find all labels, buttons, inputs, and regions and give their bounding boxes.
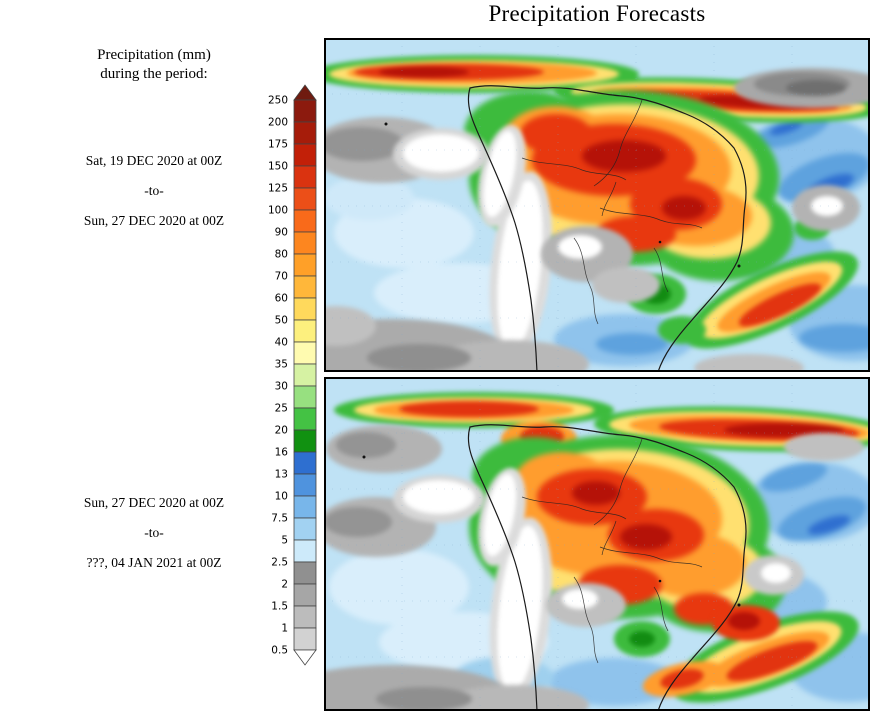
colorbar-top-arrow xyxy=(293,84,317,101)
colorbar-cell-150-175 xyxy=(293,143,317,167)
colorbar-cell-50-60 xyxy=(293,297,317,321)
colorbar-label: 2 xyxy=(281,579,288,591)
colorbar-label: 200 xyxy=(268,117,288,129)
map-border xyxy=(324,377,870,711)
colorbar-label: 175 xyxy=(268,139,288,151)
colorbar-label: 10 xyxy=(275,491,288,503)
graticule xyxy=(324,377,870,711)
colorbar-labels: 2502001751501251009080706050403530252016… xyxy=(268,95,288,657)
colorbar-cell-70-80 xyxy=(293,253,317,277)
colorbar: 2502001751501251009080706050403530252016… xyxy=(268,84,317,666)
legend-heading-line2: during the period: xyxy=(100,66,208,82)
colorbar-label: 2.5 xyxy=(271,557,288,569)
colorbar-cell-25-30 xyxy=(293,385,317,409)
colorbar-label: 250 xyxy=(268,95,288,107)
colorbar-cell-125-150 xyxy=(293,165,317,189)
colorbar-label: 13 xyxy=(275,469,288,481)
colorbar-label: 16 xyxy=(275,447,289,459)
colorbar-label: 70 xyxy=(275,271,288,283)
colorbar-cell-10-13 xyxy=(293,473,317,497)
andes-dry-strip xyxy=(477,124,553,361)
figure-title: Precipitation Forecasts xyxy=(488,1,706,26)
colorbar-cell-200-250 xyxy=(293,99,317,123)
southeast-band xyxy=(626,216,859,349)
colorbar-label: 125 xyxy=(268,183,288,195)
colorbar-label: 7.5 xyxy=(271,513,288,525)
colorbar-label: 35 xyxy=(275,359,288,371)
map-border xyxy=(324,38,870,372)
coastline xyxy=(467,424,747,711)
country-borders xyxy=(521,438,703,664)
forecast-map-panel-2 xyxy=(324,377,870,711)
colorbar-bottom-arrow xyxy=(293,649,317,666)
country-borders xyxy=(521,99,703,325)
period-2-start: Sun, 27 DEC 2020 at 00Z xyxy=(83,495,225,510)
colorbar-cell-1.5-2 xyxy=(293,583,317,607)
colorbar-cell-0.5-1 xyxy=(293,627,317,651)
colorbar-cell-20-25 xyxy=(293,407,317,431)
colorbar-label: 60 xyxy=(275,293,288,305)
precip-map-1 xyxy=(324,38,870,372)
colorbar-cell-40-50 xyxy=(293,319,317,343)
colorbar-cells xyxy=(293,99,317,651)
colorbar-cell-35-40 xyxy=(293,341,317,365)
coastline xyxy=(467,85,747,372)
colorbar-label: 5 xyxy=(281,535,288,547)
colorbar-label: 30 xyxy=(275,381,288,393)
colorbar-label: 80 xyxy=(275,249,288,261)
gray-cloud-field xyxy=(324,425,864,711)
colorbar-label: 1 xyxy=(281,623,288,635)
colorbar-cell-30-35 xyxy=(293,363,317,387)
colorbar-cell-175-200 xyxy=(293,121,317,145)
period-2-end: ???, 04 JAN 2021 at 00Z xyxy=(86,555,222,570)
forecast-period-1: Sat, 19 DEC 2020 at 00Z -to- Sun, 27 DEC… xyxy=(18,153,290,243)
colorbar-cell-2.5-5 xyxy=(293,539,317,563)
legend-heading-line1: Precipitation (mm) xyxy=(97,47,211,63)
colorbar-cell-100-125 xyxy=(293,187,317,211)
amazon-field xyxy=(469,435,786,632)
colorbar-cell-5-7.5 xyxy=(293,517,317,541)
colorbar-cell-90-100 xyxy=(293,209,317,233)
colorbar-cell-13-16 xyxy=(293,451,317,475)
island-marks xyxy=(384,122,741,268)
period-1-start: Sat, 19 DEC 2020 at 00Z xyxy=(85,153,223,168)
forecast-period-2: Sun, 27 DEC 2020 at 00Z -to- ???, 04 JAN… xyxy=(18,495,290,585)
colorbar-label: 20 xyxy=(275,425,288,437)
colorbar-label: 1.5 xyxy=(271,601,288,613)
period-1-separator: -to- xyxy=(144,183,164,198)
colorbar-label: 0.5 xyxy=(271,645,288,657)
period-1-end: Sun, 27 DEC 2020 at 00Z xyxy=(83,213,225,228)
island-marks xyxy=(362,455,741,607)
colorbar-cell-16-20 xyxy=(293,429,317,453)
colorbar-label: 40 xyxy=(275,337,288,349)
colorbar-cell-2-2.5 xyxy=(293,561,317,585)
colorbar-label: 25 xyxy=(275,403,288,415)
colorbar-cell-7.5-10 xyxy=(293,495,317,519)
colorbar-label: 150 xyxy=(268,161,288,173)
colorbar-cell-60-70 xyxy=(293,275,317,299)
colorbar-label: 50 xyxy=(275,315,288,327)
graticule xyxy=(324,38,870,372)
forecast-map-panel-1 xyxy=(324,38,870,372)
legend-heading: Precipitation (mm) during the period: xyxy=(18,46,290,84)
gray-cloud-field xyxy=(324,68,870,372)
colorbar-cell-80-90 xyxy=(293,231,317,255)
colorbar-label: 90 xyxy=(275,227,288,239)
precip-map-2 xyxy=(324,377,870,711)
southeast-band xyxy=(614,605,859,703)
period-2-separator: -to- xyxy=(144,525,164,540)
colorbar-cell-1-1.5 xyxy=(293,605,317,629)
colorbar-label: 100 xyxy=(268,205,288,217)
andes-dry-strip xyxy=(478,467,553,701)
